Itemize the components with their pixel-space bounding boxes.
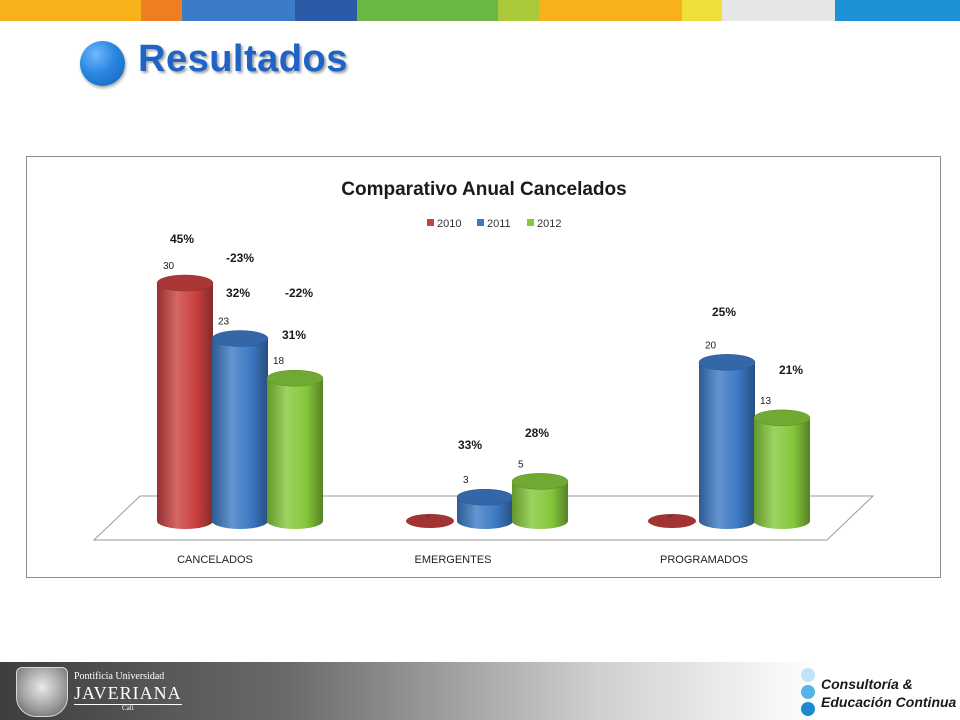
bar-top-2011-emergentes — [456, 488, 514, 506]
bar-top-2012-emergentes — [511, 473, 569, 490]
strip-segment — [182, 0, 295, 21]
annotation-5: 33% — [458, 438, 482, 452]
bar-top-2011-cancelados — [211, 330, 269, 347]
category-group-emergentes: - 3 5 — [406, 459, 569, 529]
bar-top-2011-programados — [698, 354, 756, 371]
strip-segment — [295, 0, 357, 21]
bar-top-2010-cancelados — [156, 274, 214, 292]
data-label-2011-emergentes: 3 — [463, 475, 469, 486]
annotation-4: 31% — [282, 328, 306, 342]
footer-bar — [0, 662, 960, 720]
bar-top-2012-programados — [753, 409, 811, 427]
strip-segment — [722, 0, 835, 21]
legend-label-2011: 2011 — [487, 218, 511, 230]
annotation-2: 32% — [226, 286, 250, 300]
bar-2012-programados — [754, 417, 810, 529]
strip-segment — [682, 0, 722, 21]
category-label-emergentes: EMERGENTES — [414, 554, 491, 566]
bar-chart: Comparativo Anual Cancelados 2010 2011 2012… — [92, 179, 875, 566]
university-crest-icon — [16, 667, 68, 717]
bar-2011-cancelados — [212, 338, 268, 529]
strip-segment — [539, 0, 682, 21]
category-label-cancelados: CANCELADOS — [177, 554, 253, 566]
logo-line-3: Cali — [74, 704, 182, 712]
chart-frame: Comparativo Anual Cancelados 2010 2011 2012… — [26, 156, 941, 578]
bar-2012-cancelados — [267, 378, 323, 529]
bar-2010-emergentes — [406, 514, 454, 528]
legend-label-2012: 2012 — [537, 218, 561, 230]
strip-segment — [357, 0, 498, 21]
data-label-2012-emergentes: 5 — [518, 459, 524, 470]
top-color-strip — [0, 0, 960, 21]
bar-top-2012-cancelados — [266, 369, 324, 387]
strip-segment — [498, 0, 539, 21]
data-label-2011-cancelados: 23 — [218, 317, 230, 328]
legend-swatch-2011 — [477, 219, 484, 226]
annotation-3: -22% — [285, 286, 313, 300]
strip-segment — [0, 0, 141, 21]
legend-swatch-2010 — [427, 219, 434, 226]
data-label-2012-programados: 13 — [760, 396, 772, 407]
consultoria-logo-line-2: Educación Continua — [821, 694, 957, 710]
category-group-programados: - 20 13 — [648, 340, 811, 529]
university-logo: Pontificia Universidad JAVERIANA Cali — [16, 667, 182, 717]
title-bullet-icon — [80, 41, 125, 86]
annotation-6: 28% — [525, 426, 549, 440]
consultoria-logo-line-1: Consultoría & — [821, 676, 913, 692]
consultoria-logo: Consultoría & Educación Continua — [800, 668, 957, 716]
bar-2011-programados — [699, 362, 755, 529]
data-label-2010-emergentes: - — [426, 511, 429, 522]
annotation-7: 25% — [712, 305, 736, 319]
data-label-2010-programados: - — [668, 511, 671, 522]
category-group-cancelados: 30 23 18 — [156, 261, 324, 529]
strip-segment — [835, 0, 960, 21]
bar-2012-emergentes — [512, 481, 568, 529]
chart-title: Comparativo Anual Cancelados — [341, 179, 626, 200]
slide-title: Resultados — [138, 38, 348, 80]
data-label-2011-programados: 20 — [705, 340, 717, 351]
bar-2010-cancelados — [157, 283, 213, 529]
logo-dots-icon — [800, 668, 816, 716]
annotation-8: 21% — [779, 363, 803, 377]
logo-line-2: JAVERIANA — [74, 683, 182, 703]
logo-line-1: Pontificia Universidad — [74, 671, 165, 682]
legend-label-2010: 2010 — [437, 218, 461, 230]
annotation-0: 45% — [170, 232, 194, 246]
bar-2010-programados — [648, 514, 696, 528]
bar-2011-emergentes — [457, 497, 513, 529]
data-label-2010-cancelados: 30 — [163, 261, 175, 272]
category-label-programados: PROGRAMADOS — [660, 554, 748, 566]
legend-swatch-2012 — [527, 219, 534, 226]
strip-segment — [141, 0, 182, 21]
data-label-2012-cancelados: 18 — [273, 356, 285, 367]
annotation-1: -23% — [226, 251, 254, 265]
